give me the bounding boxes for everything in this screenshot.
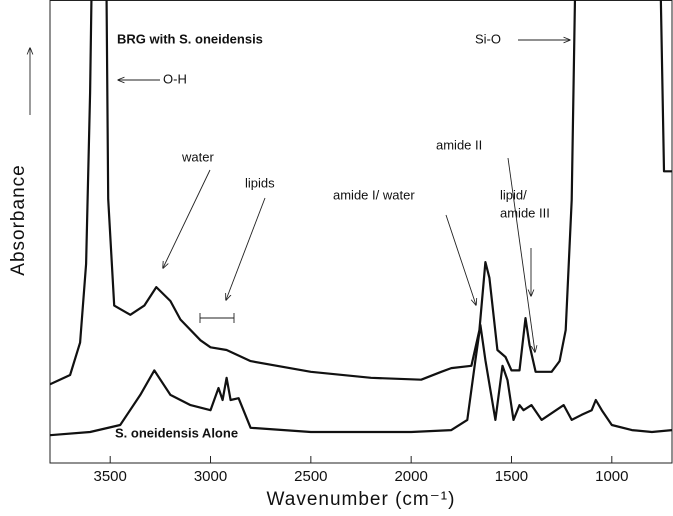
x-tick-label: 3500 [94,468,127,485]
annotation: water [181,149,214,164]
annotation: S. oneidensis Alone [115,425,238,440]
annotation: Si-O [475,31,501,46]
annotation: BRG with S. oneidensis [117,31,263,46]
amide2-arrow [507,157,535,352]
x-axis-label: Wavenumber (cm⁻¹) [267,489,456,510]
amide1-arrow [445,214,476,305]
y-axis-label: Absorbance [8,164,29,275]
annotation: amide III [500,205,550,220]
lipids-arrow [226,197,266,300]
annotation: amide II [436,137,482,152]
annotation-arrows [118,40,570,352]
annotation: O-H [163,71,187,86]
plot-frame [49,0,673,464]
x-tick-label: 3000 [194,468,227,485]
annotation: lipids [245,175,275,190]
x-tick-label: 1000 [595,468,628,485]
annotation: lipid/ [500,187,527,202]
x-tick-label: 2500 [294,468,327,485]
water-arrow [163,169,211,268]
annotation: amide I/ water [333,187,415,202]
spectrum-line [50,0,672,386]
x-tick-label: 2000 [394,468,427,485]
x-tick-label: 1500 [495,468,528,485]
spectrum-line [50,323,672,437]
plot-area [50,0,672,437]
